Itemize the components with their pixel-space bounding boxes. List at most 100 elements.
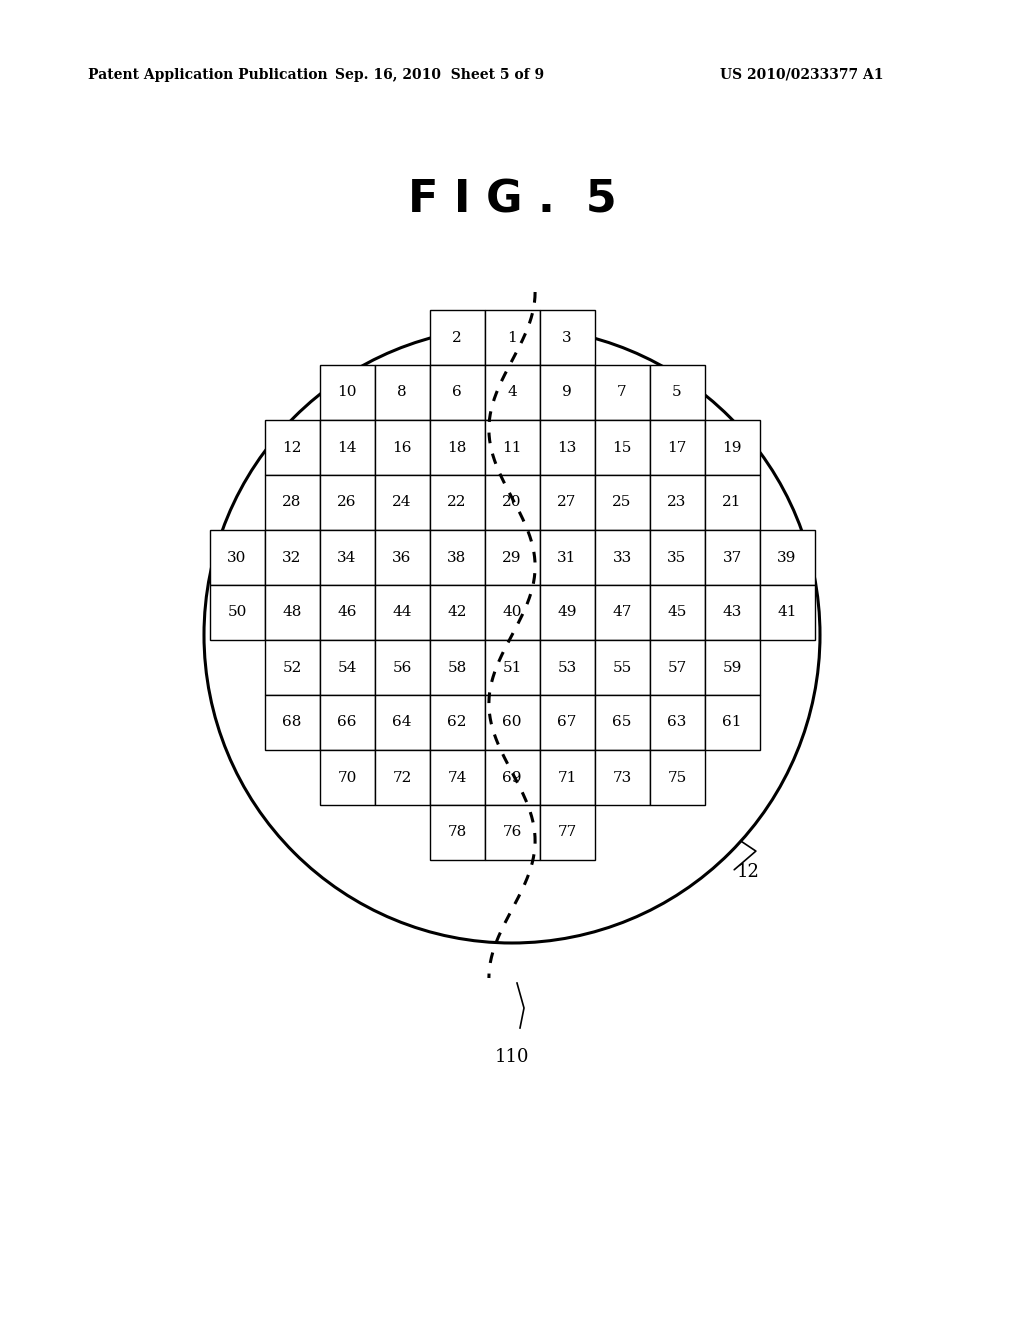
- Text: 25: 25: [612, 495, 632, 510]
- Bar: [264, 420, 319, 475]
- Bar: [649, 475, 705, 531]
- Bar: [649, 531, 705, 585]
- Bar: [264, 585, 319, 640]
- Text: 12: 12: [737, 863, 760, 880]
- Bar: [595, 531, 649, 585]
- Bar: [540, 805, 595, 861]
- Text: 14: 14: [337, 441, 356, 454]
- Bar: [540, 420, 595, 475]
- Bar: [429, 640, 484, 696]
- Bar: [649, 696, 705, 750]
- Text: 19: 19: [722, 441, 741, 454]
- Text: 63: 63: [668, 715, 687, 730]
- Text: 68: 68: [283, 715, 302, 730]
- Text: 3: 3: [562, 330, 571, 345]
- Bar: [649, 366, 705, 420]
- Text: 55: 55: [612, 660, 632, 675]
- Bar: [484, 750, 540, 805]
- Bar: [264, 640, 319, 696]
- Text: 20: 20: [502, 495, 522, 510]
- Bar: [319, 696, 375, 750]
- Text: 29: 29: [502, 550, 522, 565]
- Text: 78: 78: [447, 825, 467, 840]
- Text: 23: 23: [668, 495, 687, 510]
- Text: 9: 9: [562, 385, 571, 400]
- Text: 15: 15: [612, 441, 632, 454]
- Bar: [429, 750, 484, 805]
- Bar: [210, 585, 264, 640]
- Text: 66: 66: [337, 715, 356, 730]
- Text: 39: 39: [777, 550, 797, 565]
- Text: 45: 45: [668, 606, 687, 619]
- Bar: [429, 475, 484, 531]
- Bar: [264, 475, 319, 531]
- Bar: [595, 696, 649, 750]
- Text: 31: 31: [557, 550, 577, 565]
- Bar: [540, 531, 595, 585]
- Bar: [319, 585, 375, 640]
- Bar: [210, 531, 264, 585]
- Text: 10: 10: [337, 385, 356, 400]
- Bar: [264, 531, 319, 585]
- Text: 59: 59: [722, 660, 741, 675]
- Text: 52: 52: [283, 660, 302, 675]
- Text: 67: 67: [557, 715, 577, 730]
- Text: 35: 35: [668, 550, 687, 565]
- Text: 64: 64: [392, 715, 412, 730]
- Text: 43: 43: [722, 606, 741, 619]
- Bar: [319, 420, 375, 475]
- Text: 26: 26: [337, 495, 356, 510]
- Bar: [319, 640, 375, 696]
- Text: 53: 53: [557, 660, 577, 675]
- Bar: [595, 366, 649, 420]
- Text: 60: 60: [502, 715, 522, 730]
- Text: 48: 48: [283, 606, 302, 619]
- Bar: [484, 585, 540, 640]
- Text: 24: 24: [392, 495, 412, 510]
- Bar: [595, 640, 649, 696]
- Text: 21: 21: [722, 495, 741, 510]
- Bar: [649, 640, 705, 696]
- Text: Patent Application Publication: Patent Application Publication: [88, 69, 328, 82]
- Text: 41: 41: [777, 606, 797, 619]
- Bar: [484, 696, 540, 750]
- Bar: [705, 531, 760, 585]
- Text: 33: 33: [612, 550, 632, 565]
- Bar: [319, 531, 375, 585]
- Text: 42: 42: [447, 606, 467, 619]
- Text: 57: 57: [668, 660, 687, 675]
- Text: 17: 17: [668, 441, 687, 454]
- Text: 1: 1: [507, 330, 517, 345]
- Text: 16: 16: [392, 441, 412, 454]
- Text: 34: 34: [337, 550, 356, 565]
- Text: 76: 76: [503, 825, 521, 840]
- Bar: [429, 310, 484, 366]
- Text: 12: 12: [283, 441, 302, 454]
- Text: 8: 8: [397, 385, 407, 400]
- Bar: [595, 475, 649, 531]
- Bar: [595, 420, 649, 475]
- Bar: [649, 420, 705, 475]
- Bar: [429, 696, 484, 750]
- Bar: [429, 420, 484, 475]
- Text: 37: 37: [722, 550, 741, 565]
- Text: 18: 18: [447, 441, 467, 454]
- Bar: [705, 696, 760, 750]
- Text: 69: 69: [502, 771, 522, 784]
- Bar: [484, 531, 540, 585]
- Text: 11: 11: [502, 441, 522, 454]
- Bar: [595, 750, 649, 805]
- Bar: [540, 310, 595, 366]
- Text: 44: 44: [392, 606, 412, 619]
- Bar: [540, 475, 595, 531]
- Bar: [375, 475, 429, 531]
- Text: 13: 13: [557, 441, 577, 454]
- Text: 72: 72: [392, 771, 412, 784]
- Text: 71: 71: [557, 771, 577, 784]
- Bar: [705, 475, 760, 531]
- Bar: [760, 531, 814, 585]
- Bar: [649, 585, 705, 640]
- Bar: [429, 531, 484, 585]
- Bar: [319, 750, 375, 805]
- Text: 54: 54: [337, 660, 356, 675]
